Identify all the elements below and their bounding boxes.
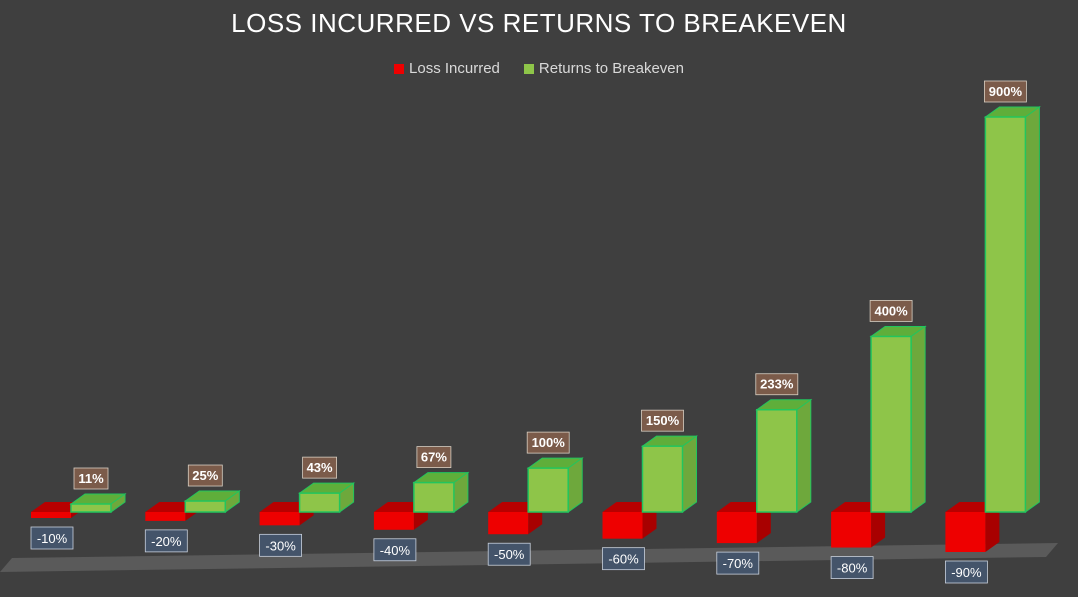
- loss-data-label: -10%: [37, 531, 68, 546]
- return-data-label: 25%: [192, 468, 218, 483]
- loss-bar: [373, 512, 414, 530]
- loss-bar: [259, 512, 300, 526]
- return-bar: [184, 500, 227, 513]
- loss-bar: [831, 512, 872, 548]
- return-bar: [527, 467, 569, 513]
- loss-data-label: -60%: [608, 552, 639, 567]
- legend-swatch-returns: [523, 63, 534, 74]
- loss-bar-side: [871, 502, 886, 548]
- return-bar: [756, 408, 798, 513]
- return-data-label-box: [302, 456, 338, 479]
- return-data-label: 900%: [989, 84, 1023, 99]
- return-data-label: 67%: [421, 450, 447, 465]
- return-bar: [413, 481, 455, 513]
- return-bar: [298, 492, 341, 513]
- legend-label-loss: Loss Incurred: [409, 60, 500, 77]
- loss-bar: [945, 512, 986, 552]
- return-data-label: 233%: [760, 377, 794, 392]
- loss-data-label-box: [830, 556, 874, 579]
- return-data-label-box: [641, 409, 684, 432]
- loss-bar: [145, 512, 186, 521]
- return-data-label: 150%: [646, 413, 680, 428]
- return-data-label-box: [526, 431, 570, 454]
- chart-title: LOSS INCURRED VS RETURNS TO BREAKEVEN: [231, 8, 847, 38]
- loss-data-label: -40%: [380, 543, 411, 558]
- loss-bar-side: [985, 502, 1000, 552]
- loss-data-label: -50%: [494, 547, 525, 562]
- loss-bar: [716, 512, 757, 544]
- return-bar-side: [682, 435, 697, 513]
- loss-data-label-box: [716, 551, 760, 575]
- loss-bar: [602, 512, 643, 539]
- loss-data-label: -70%: [723, 556, 754, 571]
- loss-data-label: -90%: [951, 565, 982, 580]
- loss-bar: [488, 512, 529, 535]
- return-bar-side: [1024, 106, 1040, 513]
- loss-data-label-box: [373, 538, 417, 562]
- loss-data-label: -80%: [837, 561, 868, 576]
- legend-item-loss[interactable]: Loss Incurred: [394, 60, 500, 77]
- return-data-label-box: [869, 300, 913, 322]
- return-data-label: 400%: [874, 303, 908, 318]
- loss-data-label-box: [30, 526, 74, 550]
- return-data-label-box: [416, 446, 452, 468]
- return-data-label: 100%: [532, 435, 566, 450]
- return-data-label-box: [187, 464, 223, 487]
- return-data-label-box: [73, 467, 109, 490]
- legend: Loss Incurred Returns to Breakeven: [0, 60, 1078, 77]
- return-data-label-box: [755, 373, 799, 396]
- return-bar: [70, 503, 112, 513]
- loss-data-label: -30%: [265, 538, 296, 553]
- return-data-label-box: [984, 80, 1027, 103]
- loss-data-label-box: [259, 533, 303, 557]
- return-bar-side: [796, 398, 812, 513]
- loss-data-label: -20%: [151, 534, 182, 549]
- legend-item-returns[interactable]: Returns to Breakeven: [523, 60, 684, 77]
- loss-data-label-box: [144, 529, 188, 553]
- legend-swatch-loss: [394, 63, 405, 74]
- return-bar: [984, 116, 1027, 513]
- return-bar-side: [567, 457, 583, 513]
- loss-data-label-box: [602, 547, 645, 571]
- return-bar-side: [910, 325, 926, 513]
- return-data-label: 11%: [78, 471, 104, 486]
- loss-bar: [31, 512, 71, 518]
- return-bar: [870, 335, 912, 513]
- loss-data-label-box: [945, 560, 988, 584]
- loss-data-label-box: [487, 542, 531, 566]
- legend-label-returns: Returns to Breakeven: [538, 60, 684, 77]
- return-bar: [641, 445, 684, 513]
- return-data-label: 43%: [307, 460, 333, 475]
